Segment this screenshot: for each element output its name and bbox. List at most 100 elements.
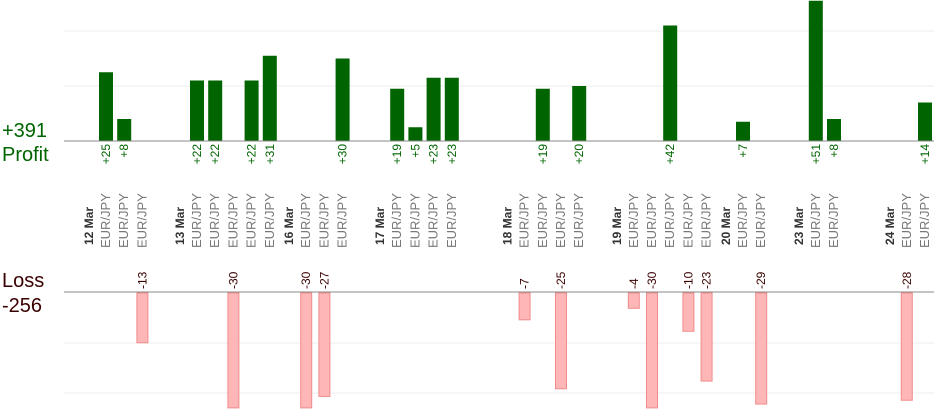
date-label: 17 Mar bbox=[373, 207, 387, 245]
loss-value-label: -13 bbox=[135, 271, 149, 289]
profit-bar bbox=[808, 0, 823, 141]
loss-total: -256 bbox=[2, 295, 43, 317]
profit-value-label: +7 bbox=[736, 144, 750, 158]
profit-value-label: +23 bbox=[427, 144, 441, 165]
profit-bar bbox=[99, 72, 113, 141]
loss-value-label: -10 bbox=[681, 271, 695, 289]
pair-label: EUR/JPY bbox=[517, 193, 532, 248]
pair-label: EUR/JPY bbox=[626, 193, 641, 248]
pair-label: EUR/JPY bbox=[244, 193, 259, 248]
profit-value-label: +23 bbox=[445, 144, 459, 165]
pair-label: EUR/JPY bbox=[444, 193, 459, 248]
profit-bar bbox=[262, 55, 277, 141]
profit-bar bbox=[663, 25, 678, 141]
loss-bar bbox=[518, 292, 531, 321]
profit-value-label: +30 bbox=[336, 144, 350, 165]
profit-bar bbox=[244, 80, 259, 141]
pair-label: EUR/JPY bbox=[335, 193, 350, 248]
profit-bar bbox=[190, 80, 204, 141]
profit-value-label: +25 bbox=[99, 144, 113, 165]
profit-bar bbox=[535, 88, 550, 141]
profit-bar bbox=[572, 86, 587, 141]
date-label: 20 Mar bbox=[719, 207, 733, 245]
profit-bar bbox=[736, 121, 750, 141]
profit-bar bbox=[390, 88, 405, 141]
pair-label: EUR/JPY bbox=[426, 193, 441, 248]
pair-label: EUR/JPY bbox=[826, 193, 841, 248]
loss-bar bbox=[700, 292, 713, 382]
loss-bar bbox=[227, 292, 240, 409]
profit-value-label: +22 bbox=[245, 144, 259, 165]
date-label: 18 Mar bbox=[501, 207, 515, 245]
pair-label: EUR/JPY bbox=[680, 193, 695, 248]
pair-label: EUR/JPY bbox=[917, 193, 932, 248]
pair-label: EUR/JPY bbox=[699, 193, 714, 248]
date-label: 24 Mar bbox=[883, 207, 897, 245]
pair-label: EUR/JPY bbox=[298, 193, 313, 248]
profit-bar bbox=[208, 80, 223, 141]
pair-label: EUR/JPY bbox=[662, 193, 677, 248]
pair-label: EUR/JPY bbox=[207, 193, 222, 248]
loss-bar bbox=[555, 292, 567, 390]
loss-bar bbox=[318, 292, 331, 397]
loss-value-label: -4 bbox=[627, 278, 641, 289]
loss-value-label: -23 bbox=[700, 271, 714, 289]
pair-label: EUR/JPY bbox=[262, 193, 277, 248]
profit-value-label: +5 bbox=[408, 144, 422, 158]
profit-bar bbox=[426, 77, 441, 141]
pair-label: EUR/JPY bbox=[535, 193, 550, 248]
loss-bar bbox=[136, 292, 149, 344]
profit-bar bbox=[335, 58, 350, 141]
pair-label: EUR/JPY bbox=[134, 193, 149, 248]
profit-value-label: +42 bbox=[663, 144, 677, 165]
loss-value-label: -28 bbox=[900, 271, 914, 289]
loss-value-label: -27 bbox=[317, 271, 331, 289]
date-label: 12 Mar bbox=[82, 207, 96, 245]
pair-label: EUR/JPY bbox=[116, 193, 131, 248]
date-label: 13 Mar bbox=[173, 207, 187, 245]
loss-value-label: -7 bbox=[518, 278, 532, 289]
pair-label: EUR/JPY bbox=[644, 193, 659, 248]
pair-label: EUR/JPY bbox=[808, 193, 823, 248]
profit-value-label: +8 bbox=[827, 144, 841, 158]
profit-value-label: +22 bbox=[208, 144, 222, 165]
loss-value-label: -25 bbox=[554, 271, 568, 289]
pair-label: EUR/JPY bbox=[225, 193, 240, 248]
loss-value-label: -30 bbox=[299, 271, 313, 289]
profit-value-label: +22 bbox=[190, 144, 204, 165]
profit-value-label: +20 bbox=[572, 144, 586, 165]
pair-label: EUR/JPY bbox=[735, 193, 750, 248]
pair-label: EUR/JPY bbox=[571, 193, 586, 248]
loss-label: Loss bbox=[2, 270, 45, 292]
profit-value-label: +8 bbox=[117, 144, 131, 158]
pair-label: EUR/JPY bbox=[316, 193, 331, 248]
loss-bar bbox=[627, 292, 640, 309]
profit-value-label: +31 bbox=[263, 144, 277, 165]
profit-bar bbox=[117, 119, 132, 141]
pair-label: EUR/JPY bbox=[389, 193, 404, 248]
loss-value-label: -30 bbox=[645, 271, 659, 289]
loss-bar bbox=[682, 292, 695, 332]
pair-label: EUR/JPY bbox=[753, 193, 768, 248]
loss-bar bbox=[300, 292, 313, 409]
loss-bar bbox=[900, 292, 913, 401]
profit-value-label: +19 bbox=[536, 144, 550, 165]
date-label: 23 Mar bbox=[792, 207, 806, 245]
loss-value-label: -30 bbox=[226, 271, 240, 289]
date-label: 16 Mar bbox=[282, 207, 296, 245]
pair-label: EUR/JPY bbox=[553, 193, 568, 248]
profit-bar bbox=[408, 127, 423, 141]
profit-value-label: +51 bbox=[809, 144, 823, 165]
date-label: 19 Mar bbox=[610, 207, 624, 245]
profit-label: Profit bbox=[2, 144, 49, 166]
profit-bar bbox=[444, 77, 459, 141]
profit-bar bbox=[827, 119, 841, 141]
pair-label: EUR/JPY bbox=[189, 193, 204, 248]
profit-bar bbox=[918, 102, 932, 141]
profit-total: +391 bbox=[2, 120, 48, 142]
pair-label: EUR/JPY bbox=[98, 193, 113, 248]
profit-value-label: +14 bbox=[918, 144, 932, 165]
loss-bar bbox=[646, 292, 658, 409]
